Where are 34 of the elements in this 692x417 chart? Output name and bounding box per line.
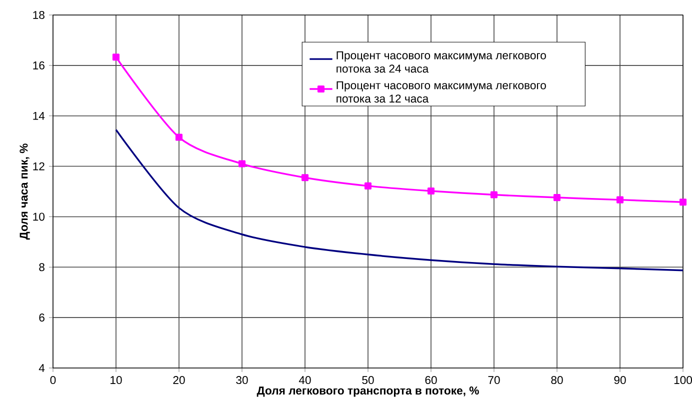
point [679, 198, 687, 206]
x-tick-label: 80 [551, 376, 563, 384]
x-axis-title: Доля легкового транспорта в потоке, % [256, 386, 479, 397]
y-tick-label: 16 [33, 61, 44, 70]
x-tick-label: 10 [110, 376, 122, 384]
legend-label: Процент часового максимума легкового потока за 12 часа [336, 81, 546, 103]
y-axis-title: Доля часа пик, % [20, 144, 30, 240]
y-tick-label: 6 [39, 314, 44, 322]
point [301, 174, 309, 182]
point [616, 196, 624, 204]
y-tick-label: 4 [38, 364, 45, 372]
y-tick-label: 8 [39, 263, 44, 272]
x-tick-label: 60 [425, 376, 437, 384]
y-tick-label: 12 [33, 162, 44, 170]
x-tick-label: 50 [362, 376, 374, 384]
x-tick-label: 20 [173, 376, 185, 384]
point [364, 182, 372, 190]
x-tick-label: 30 [236, 376, 248, 384]
x-tick-label: 40 [298, 376, 311, 384]
point [238, 160, 246, 168]
y-tick-label: 14 [33, 112, 45, 120]
point [490, 191, 498, 198]
point [553, 194, 561, 202]
x-tick-label: 90 [614, 376, 626, 384]
y-tick-label: 18 [33, 10, 44, 19]
point [112, 54, 120, 61]
x-tick-label: 100 [674, 376, 692, 384]
point [427, 187, 435, 195]
x-tick-label: 0 [50, 376, 56, 384]
legend-label: Процент часового максимума легкового потока за 24 часа [336, 51, 546, 73]
point [175, 134, 183, 141]
line-series [115, 128, 684, 272]
y-tick-label: 10 [33, 212, 45, 221]
x-tick-label: 70 [488, 376, 500, 384]
